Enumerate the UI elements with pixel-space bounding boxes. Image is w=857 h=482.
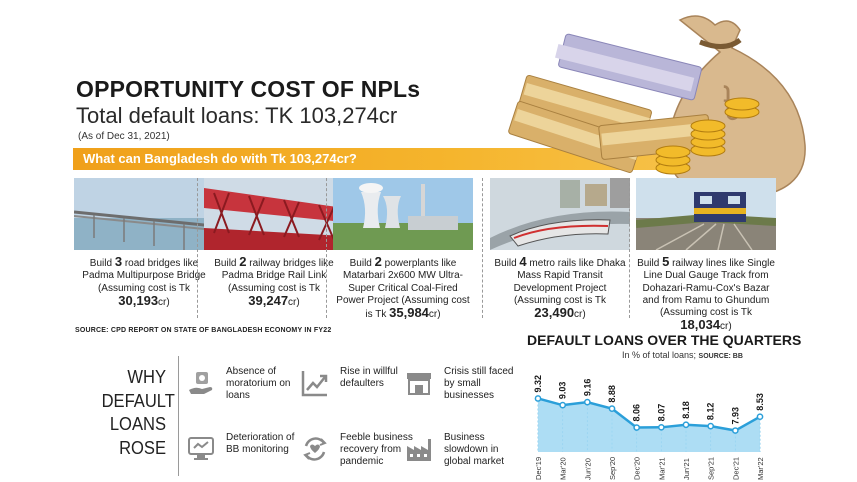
why-heading: WHY DEFAULT LOANS ROSE	[101, 367, 175, 458]
monitor-icon	[188, 437, 214, 460]
data-point	[583, 398, 591, 406]
data-point	[707, 422, 715, 430]
metro-photo	[490, 178, 630, 250]
source-note: SOURCE: CPD REPORT ON STATE OF BANGLADES…	[75, 327, 332, 334]
option-card-railway-bridges: Build 2 railway bridges like Padma Bridg…	[204, 178, 344, 323]
data-point	[682, 421, 690, 429]
tick-label: Sep'21	[707, 457, 716, 480]
railway-line-photo	[636, 178, 776, 250]
data-label: 8.12	[706, 403, 716, 421]
tick-label: Mar'22	[756, 457, 765, 480]
rail-bridge-photo	[204, 178, 344, 250]
data-point	[731, 427, 739, 434]
tick-label: Dec'20	[633, 457, 642, 480]
hand-money-icon	[189, 372, 213, 394]
option-card-road-bridges: Build 3 road bridges like Padma Multipur…	[74, 178, 214, 323]
trend-up-icon	[301, 371, 328, 397]
reason-item: Feeble business recovery from pandemic	[300, 432, 413, 476]
tick-label: Dec'21	[731, 457, 740, 480]
shop-icon	[407, 373, 431, 395]
powerplant-photo	[333, 178, 473, 250]
page-title: OPPORTUNITY COST OF NPLs	[76, 76, 421, 102]
card-divider	[482, 178, 483, 318]
reason-item: Crisis still faced by small businesses	[404, 366, 514, 410]
option-card-metro-rails: Build 4 metro rails like Dhaka Mass Rapi…	[490, 178, 630, 323]
tick-label: Mar'20	[559, 457, 568, 480]
card-divider	[326, 178, 327, 318]
question-text: What can Bangladesh do with Tk 103,274cr…	[83, 151, 357, 166]
series-line	[537, 397, 761, 432]
area-fill	[538, 398, 760, 452]
data-label: 8.88	[607, 385, 617, 403]
tick-label: Jun'21	[682, 458, 691, 480]
data-label: 8.18	[681, 401, 691, 419]
data-label: 9.16	[582, 379, 592, 397]
option-card-powerplants: Build 2 powerplants like Matarbari 2x600…	[333, 178, 473, 323]
data-point	[756, 413, 764, 421]
tick-label: Sep'20	[608, 457, 617, 480]
tick-label: Jun'20	[583, 458, 592, 480]
page-subtitle: Total default loans: TK 103,274cr	[76, 103, 398, 128]
tick-label: Dec'19	[534, 457, 543, 480]
option-caption: Build 4 metro rails like Dhaka Mass Rapi…	[494, 254, 626, 321]
data-label: 8.07	[656, 404, 666, 422]
option-caption: Build 2 railway bridges like Padma Bridg…	[214, 254, 334, 308]
card-divider	[629, 178, 630, 318]
card-divider	[197, 178, 198, 318]
data-point	[657, 423, 665, 431]
data-label: 8.06	[632, 404, 642, 422]
option-card-railway-lines: Build 5 railway lines like Single Line D…	[636, 178, 776, 332]
as-of-date: (As of Dec 31, 2021)	[78, 131, 170, 142]
reason-item: Deterioration of BB monitoring	[186, 432, 296, 476]
factory-icon	[407, 439, 431, 461]
data-label: 8.53	[755, 393, 765, 411]
reason-item: Rise in willful defaulters	[300, 366, 410, 410]
default-loans-chart: 9.32 Dec'19 9.03 Mar'20 9.16 Jun'20 8.88 Sep'20…	[533, 375, 765, 480]
bridge-photo	[74, 178, 214, 250]
chart-title: DEFAULT LOANS OVER THE QUARTERS	[527, 332, 802, 348]
tick-label: Mar'21	[657, 457, 666, 480]
why-divider	[178, 356, 179, 476]
option-caption: Build 5 railway lines like Single Line D…	[637, 254, 775, 333]
reason-item: Business slowdown in global market	[404, 432, 514, 476]
question-banner: What can Bangladesh do with Tk 103,274cr…	[73, 148, 703, 170]
money-bag-illustration: ৳	[508, 15, 806, 199]
option-caption: Build 2 powerplants like Matarbari 2x600…	[336, 254, 470, 321]
data-point	[559, 401, 567, 409]
data-label: 9.03	[558, 382, 568, 400]
data-label: 9.32	[533, 375, 543, 393]
data-point	[534, 395, 542, 402]
chart-subtitle: In % of total loans; SOURCE: BB	[622, 350, 743, 360]
data-point	[633, 424, 641, 431]
data-label: 7.93	[730, 407, 740, 425]
data-point	[608, 405, 616, 412]
recovery-cycle-icon	[303, 437, 327, 461]
reason-item: Absence of moratorium on loans	[186, 366, 296, 410]
option-caption: Build 3 road bridges like Padma Multipur…	[82, 254, 206, 308]
